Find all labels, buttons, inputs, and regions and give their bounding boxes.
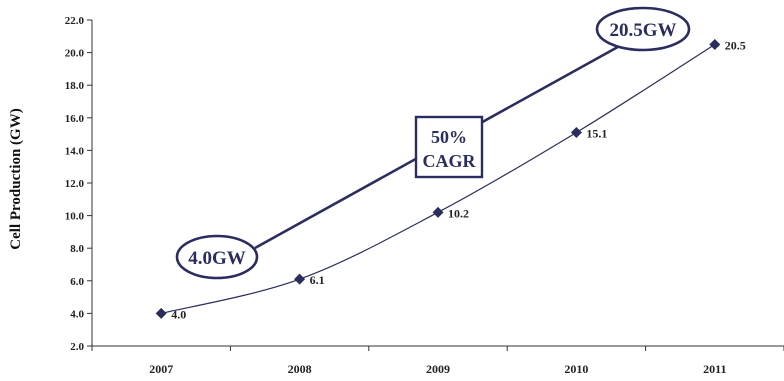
data-point-marker bbox=[570, 126, 582, 138]
y-tick-label: 6.0 bbox=[70, 276, 84, 288]
y-axis-ticks: 2.0 4.0 6.0 8.0 10.0 12.0 14.0 16.0 18.0 20.0 22.0 bbox=[65, 15, 92, 353]
data-point-marker bbox=[709, 38, 721, 50]
y-tick-label: 4.0 bbox=[70, 308, 84, 320]
data-point-label: 20.5 bbox=[725, 38, 746, 52]
series-markers bbox=[155, 38, 721, 319]
x-tick-label: 2007 bbox=[149, 362, 173, 376]
y-tick-label: 2.0 bbox=[70, 341, 84, 353]
x-tick-label: 2011 bbox=[703, 362, 726, 376]
cagr-callout-box bbox=[414, 115, 484, 179]
y-axis-label: Cell Production (GW) bbox=[8, 108, 24, 249]
end-callout-ellipse bbox=[595, 6, 691, 52]
data-point-marker bbox=[294, 273, 306, 285]
y-tick-label: 14.0 bbox=[65, 145, 85, 157]
y-tick-label: 22.0 bbox=[65, 15, 85, 27]
cagr-callout-line1: 50% bbox=[431, 127, 467, 147]
end-callout: 20.5GW bbox=[595, 6, 691, 52]
start-callout: 4.0GW bbox=[175, 234, 259, 280]
data-point-label: 6.1 bbox=[310, 273, 325, 287]
cagr-callout-line2: CAGR bbox=[423, 151, 477, 171]
x-tick-label: 2009 bbox=[426, 362, 450, 376]
start-callout-text: 4.0GW bbox=[188, 248, 246, 269]
x-axis-ticks: 2007 2008 2009 2010 2011 bbox=[91, 346, 784, 376]
data-point-label: 10.2 bbox=[448, 206, 469, 220]
chart-axes bbox=[91, 20, 784, 347]
y-tick-label: 12.0 bbox=[65, 178, 85, 190]
data-point-label: 4.0 bbox=[171, 307, 186, 321]
data-point-marker bbox=[432, 206, 444, 218]
y-tick-label: 10.0 bbox=[65, 211, 85, 223]
x-tick-label: 2008 bbox=[288, 362, 312, 376]
x-tick-label: 2010 bbox=[564, 362, 588, 376]
data-point-marker bbox=[155, 307, 167, 319]
y-tick-label: 18.0 bbox=[65, 80, 85, 92]
y-tick-label: 8.0 bbox=[70, 243, 84, 255]
start-callout-ellipse bbox=[175, 234, 259, 280]
end-callout-text: 20.5GW bbox=[609, 20, 676, 41]
data-point-label: 15.1 bbox=[586, 126, 607, 140]
y-tick-label: 20.0 bbox=[65, 48, 85, 60]
data-labels: 4.0 6.1 10.2 15.1 20.5 bbox=[171, 38, 746, 321]
cagr-callout: 50% CAGR bbox=[414, 115, 484, 179]
y-tick-label: 16.0 bbox=[65, 113, 85, 125]
